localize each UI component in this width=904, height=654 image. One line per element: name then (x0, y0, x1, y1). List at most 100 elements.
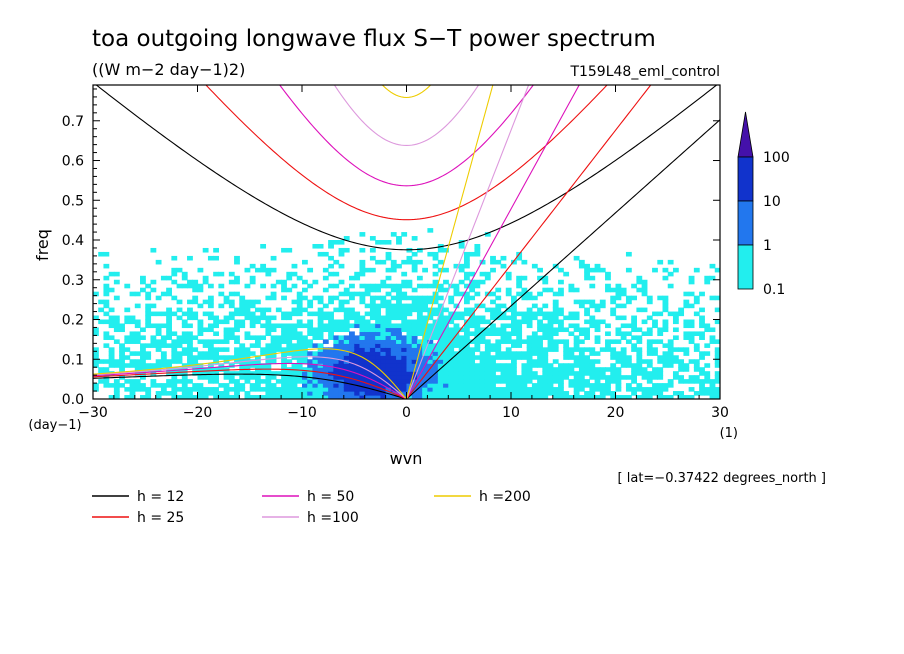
heatmap-cell (547, 383, 554, 388)
heatmap-cell (234, 319, 240, 325)
heatmap-cell (432, 307, 439, 313)
heatmap-cell (328, 323, 334, 329)
heatmap-cell (709, 383, 716, 388)
heatmap-cell (385, 323, 392, 329)
heatmap-cell (343, 343, 350, 348)
heatmap-cell (511, 259, 517, 265)
heatmap-cell (260, 335, 267, 340)
heatmap-cell (369, 295, 376, 301)
heatmap-cell (385, 359, 392, 364)
heatmap-cell (385, 311, 392, 317)
heatmap-cell (531, 347, 538, 352)
heatmap-cell (589, 387, 596, 392)
heatmap-cell (134, 339, 141, 344)
heatmap-cell (181, 375, 188, 380)
heatmap-cell (275, 339, 282, 344)
heatmap-cell (192, 287, 199, 293)
heatmap-cell (631, 391, 637, 396)
heatmap-cell (234, 391, 240, 396)
heatmap-cell (202, 279, 209, 285)
heatmap-cell (317, 395, 324, 399)
heatmap-cell (437, 331, 444, 337)
heatmap-cell (171, 255, 178, 261)
heatmap-cell (207, 375, 214, 380)
heatmap-cell (338, 379, 345, 384)
heatmap-cell (704, 275, 711, 281)
heatmap-cell (552, 375, 559, 380)
heatmap-cell (249, 323, 256, 329)
heatmap-cell (260, 323, 267, 329)
heatmap-cell (474, 323, 481, 329)
heatmap-cell (453, 375, 460, 380)
heatmap-cell (511, 327, 517, 333)
heatmap-cell (693, 311, 700, 317)
heatmap-cell (396, 367, 402, 372)
heatmap-cell (385, 335, 392, 340)
heatmap-cell (453, 291, 460, 297)
heatmap-cell (380, 323, 387, 329)
heatmap-cell (213, 255, 219, 261)
heatmap-cell (662, 323, 669, 329)
heatmap-cell (254, 371, 261, 376)
heatmap-cell (699, 383, 705, 388)
heatmap-cell (176, 387, 183, 392)
heatmap-cell (103, 383, 110, 388)
heatmap-cell (286, 271, 293, 277)
heatmap-cell (605, 391, 611, 396)
heatmap-cell (307, 359, 314, 364)
heatmap-cell (390, 387, 397, 392)
heatmap-cell (500, 379, 507, 384)
heatmap-cell (443, 343, 449, 348)
heatmap-cell (296, 299, 303, 305)
heatmap-cell (396, 363, 402, 368)
heatmap-cell (610, 299, 617, 305)
heatmap-cell (218, 283, 225, 289)
heatmap-cell (302, 383, 308, 388)
heatmap-cell (140, 275, 146, 281)
heatmap-cell (526, 307, 533, 313)
heatmap-cell (427, 371, 434, 376)
heatmap-cell (490, 299, 496, 305)
curve-inertio-gravity-h100 (333, 85, 480, 147)
heatmap-cell (312, 311, 319, 317)
heatmap-cell (453, 391, 460, 396)
heatmap-cell (270, 383, 277, 388)
heatmap-cell (610, 347, 617, 352)
heatmap-cell (249, 303, 256, 309)
heatmap-cell (432, 295, 439, 301)
heatmap-cell (275, 395, 282, 399)
heatmap-cell (625, 331, 632, 337)
heatmap-cell (411, 307, 418, 313)
heatmap-cell (704, 379, 711, 384)
heatmap-cell (328, 383, 334, 388)
heatmap-cell (228, 327, 235, 333)
heatmap-cell (667, 351, 674, 356)
heatmap-cell (129, 391, 136, 396)
heatmap-cell (390, 303, 397, 309)
heatmap-cell (500, 375, 507, 380)
heatmap-cell (396, 335, 402, 340)
heatmap-cell (197, 383, 204, 388)
heatmap-cell (636, 371, 643, 376)
heatmap-cell (610, 363, 617, 368)
heatmap-cell (573, 255, 580, 261)
heatmap-cell (463, 395, 470, 399)
heatmap-cell (490, 355, 496, 360)
y-tick-label: 0.1 (62, 352, 84, 368)
heatmap-cell (343, 363, 350, 368)
heatmap-cell (307, 363, 314, 368)
heatmap-cell (176, 335, 183, 340)
heatmap-cell (197, 363, 204, 368)
heatmap-cell (359, 283, 366, 289)
heatmap-cell (281, 279, 287, 285)
latitude-annotation: [ lat=−0.37422 degrees_north ] (618, 471, 826, 486)
heatmap-cell (443, 347, 449, 352)
heatmap-cell (714, 307, 720, 313)
heatmap-cell (192, 279, 199, 285)
heatmap-cell (270, 291, 277, 297)
heatmap-cell (479, 279, 486, 285)
heatmap-cell (526, 351, 533, 356)
heatmap-cell (181, 323, 188, 329)
heatmap-cell (542, 303, 549, 309)
heatmap-cell (589, 267, 596, 273)
